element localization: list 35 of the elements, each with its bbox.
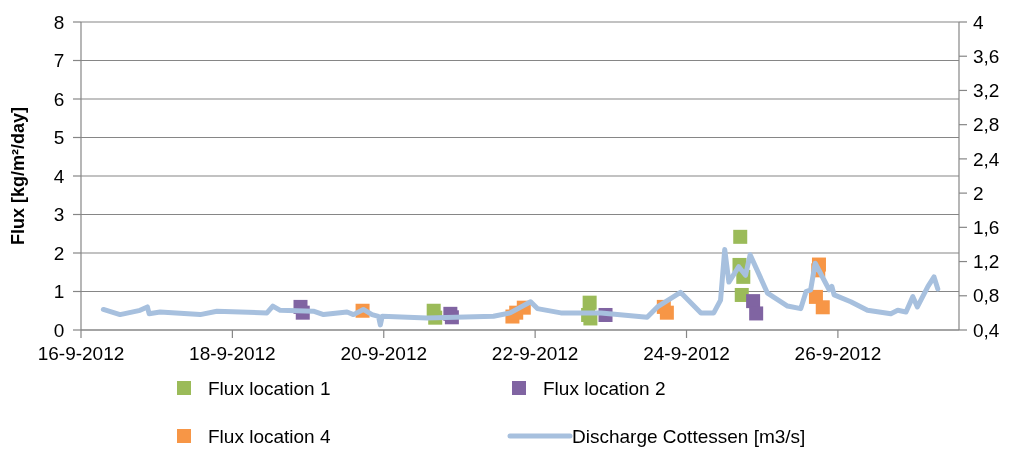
- y-tick-label: 1: [53, 281, 65, 303]
- point: [749, 306, 764, 321]
- y-tick-label: 0: [53, 319, 65, 341]
- y-tick-label: 6: [53, 88, 65, 110]
- y-tick-label: 2: [53, 242, 65, 264]
- x-tick-label: 24-9-2012: [643, 343, 730, 364]
- point: [582, 295, 597, 310]
- y2-tick-label: 0,8: [973, 285, 1000, 307]
- y-tick-label: 4: [53, 165, 65, 187]
- y-axis-title: Flux [kg/m²/day]: [8, 106, 28, 246]
- x-tick-label: 20-9-2012: [340, 343, 428, 364]
- legend-label: Flux location 2: [543, 377, 666, 399]
- y-tick-label: 5: [53, 127, 65, 149]
- y2-tick-label: 0,4: [973, 319, 1000, 341]
- y2-tick-label: 3,2: [973, 80, 1000, 102]
- legend-label: Discharge Cottessen [m3/s]: [572, 425, 806, 447]
- y2-tick-label: 2,8: [973, 114, 1000, 136]
- x-tick-label: 26-9-2012: [794, 343, 882, 364]
- point: [733, 229, 748, 244]
- y-tick-label: 3: [53, 204, 65, 226]
- x-tick-label: 18-9-2012: [189, 343, 276, 364]
- y2-tick-label: 1,6: [973, 216, 1000, 238]
- x-tick-label: 22-9-2012: [491, 343, 579, 364]
- y2-tick-label: 4: [973, 11, 984, 33]
- y-tick-label: 7: [53, 50, 65, 72]
- legend-label: Flux location 1: [208, 377, 331, 399]
- y2-tick-label: 2: [973, 182, 984, 204]
- x-tick-label: 16-9-2012: [37, 343, 125, 364]
- point: [815, 300, 830, 315]
- y2-tick-label: 3,6: [973, 45, 1000, 67]
- legend-label: Flux location 4: [208, 425, 331, 447]
- point: [659, 305, 674, 320]
- y-tick-label: 8: [53, 11, 65, 33]
- y2-tick-label: 2,4: [973, 148, 1000, 170]
- y2-tick-label: 1,2: [973, 251, 1000, 273]
